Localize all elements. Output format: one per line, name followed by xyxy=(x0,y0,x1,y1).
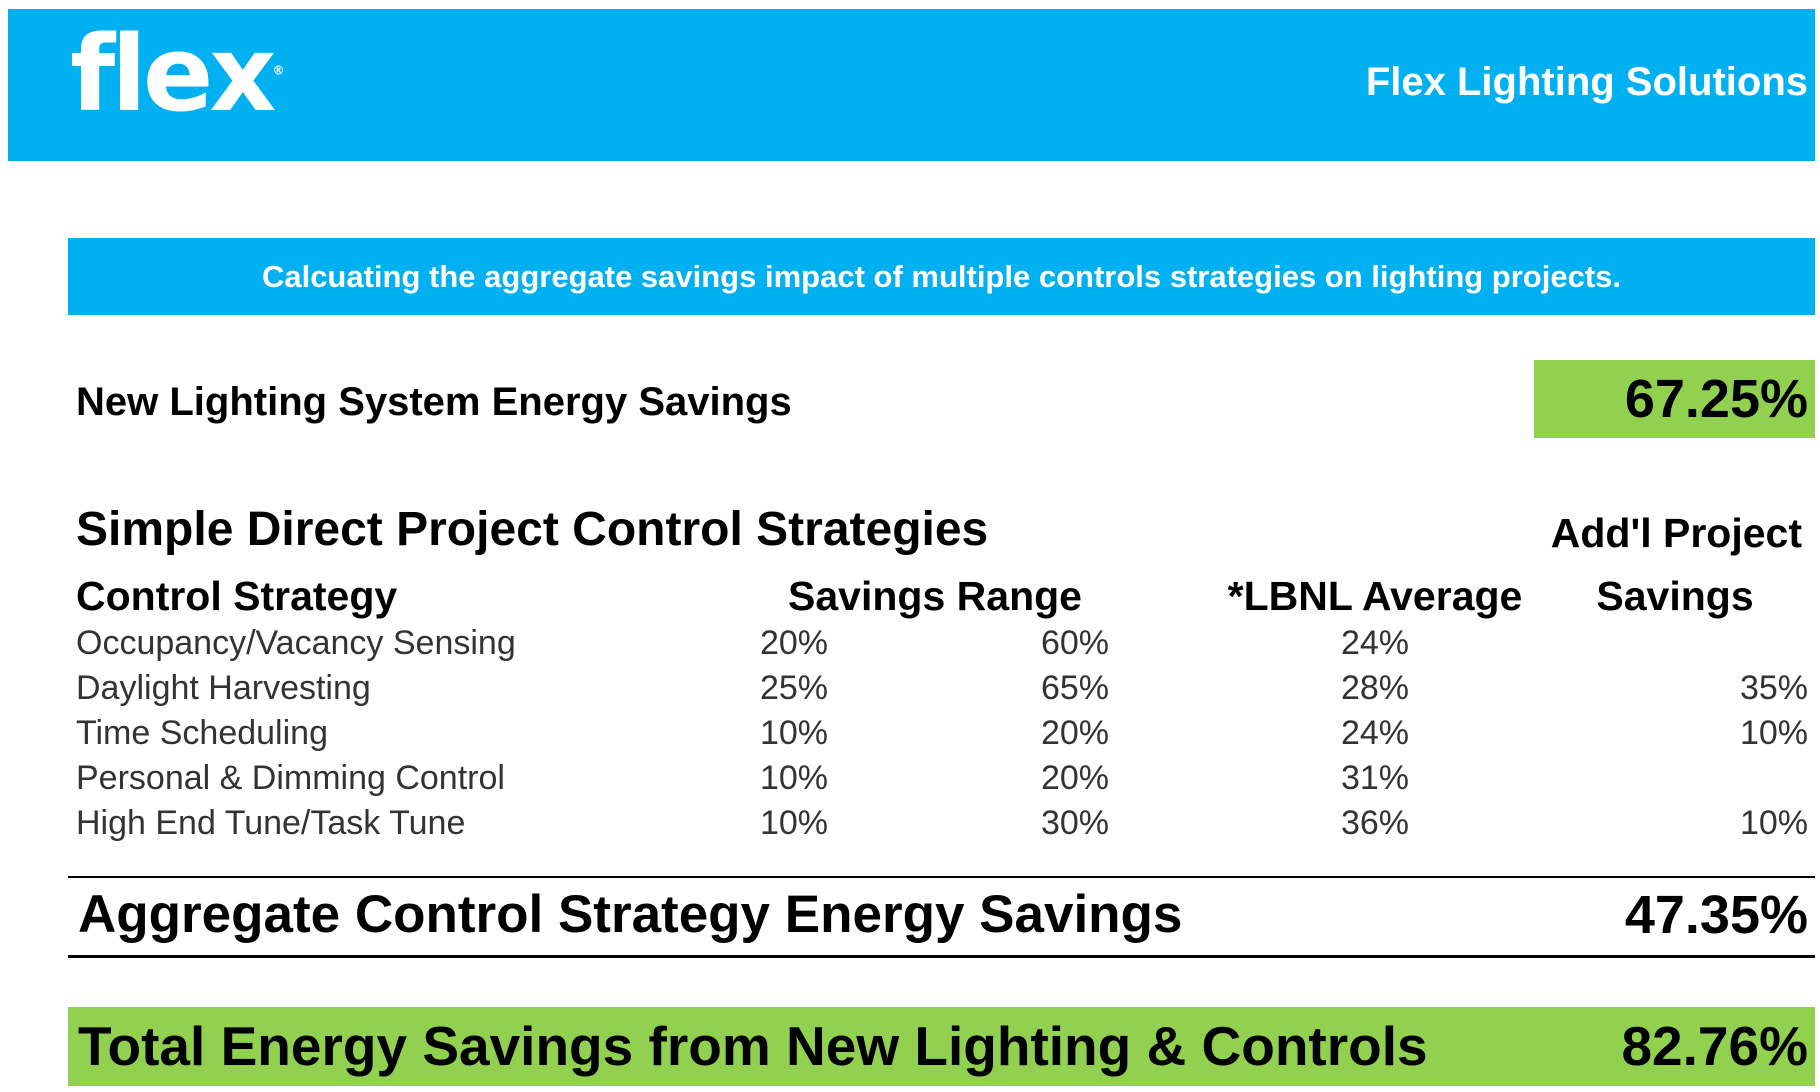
row-lbnl: 24% xyxy=(1340,624,1410,662)
row-high: 20% xyxy=(1040,714,1110,752)
row-lbnl: 28% xyxy=(1340,669,1410,707)
header-banner xyxy=(8,9,1815,161)
row-name: Time Scheduling xyxy=(76,714,328,752)
row-high: 30% xyxy=(1040,804,1110,842)
row-addl: 10% xyxy=(1739,714,1808,752)
row-low: 10% xyxy=(759,714,829,752)
subtitle-text: Calcuating the aggregate savings impact … xyxy=(261,258,1622,294)
new-lighting-value: 67.25% xyxy=(1624,369,1808,429)
divider-top xyxy=(68,876,1815,878)
row-addl: 10% xyxy=(1739,804,1808,842)
brand-title: Flex Lighting Solutions xyxy=(1365,60,1808,104)
row-high: 65% xyxy=(1040,669,1110,707)
subtitle-banner: Calcuating the aggregate savings impact … xyxy=(68,238,1815,315)
row-low: 10% xyxy=(759,759,829,797)
row-addl: 35% xyxy=(1739,669,1808,707)
row-low: 10% xyxy=(759,804,829,842)
total-value: 82.76% xyxy=(1621,1015,1808,1077)
row-low: 20% xyxy=(759,624,829,662)
header-addl-line2: Savings xyxy=(1596,573,1754,619)
new-lighting-value-cell xyxy=(1534,360,1815,438)
aggregate-value: 47.35% xyxy=(1624,885,1808,945)
row-name: Daylight Harvesting xyxy=(76,669,371,707)
row-lbnl: 31% xyxy=(1340,759,1410,797)
header-lbnl-average: *LBNL Average xyxy=(1227,573,1523,619)
row-name: Occupancy/Vacancy Sensing xyxy=(76,624,516,662)
new-lighting-label: New Lighting System Energy Savings xyxy=(76,380,792,424)
section-title: Simple Direct Project Control Strategies xyxy=(76,503,989,556)
total-banner xyxy=(68,1007,1815,1086)
divider-bottom xyxy=(68,955,1815,958)
row-name: Personal & Dimming Control xyxy=(76,759,505,797)
row-name: High End Tune/Task Tune xyxy=(76,804,466,842)
row-lbnl: 24% xyxy=(1340,714,1410,752)
total-label: Total Energy Savings from New Lighting &… xyxy=(78,1015,1428,1077)
flex-logo: flex® xyxy=(70,13,285,135)
row-lbnl: 36% xyxy=(1340,804,1410,842)
header-control-strategy: Control Strategy xyxy=(76,573,398,619)
row-low: 25% xyxy=(759,669,829,707)
header-addl-line1: Add'l Project xyxy=(1550,510,1802,556)
header-savings-range: Savings Range xyxy=(788,573,1082,619)
row-high: 60% xyxy=(1040,624,1110,662)
aggregate-label: Aggregate Control Strategy Energy Saving… xyxy=(78,885,1183,944)
row-high: 20% xyxy=(1040,759,1110,797)
